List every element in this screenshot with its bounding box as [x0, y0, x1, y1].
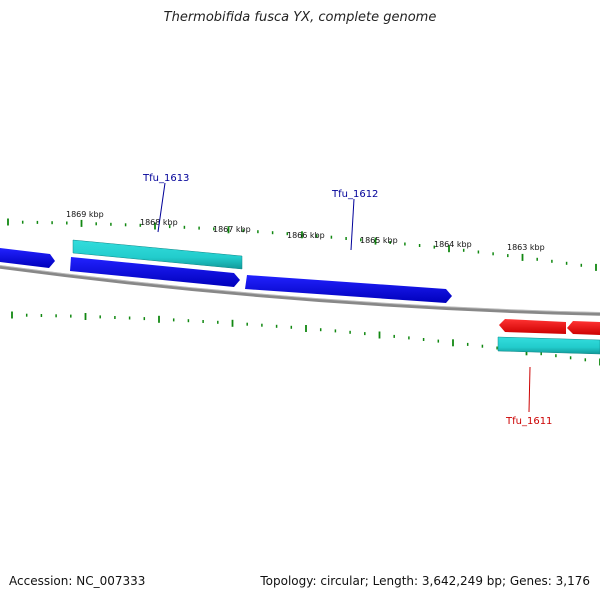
ruler-label: 1866 kbp: [287, 231, 325, 240]
reverse-gene-arrow[interactable]: [567, 321, 600, 335]
gene-label-tfu-1612[interactable]: Tfu_1612: [331, 189, 378, 200]
forward-gene-arrow[interactable]: [245, 275, 452, 303]
ruler-label: 1864 kbp: [434, 240, 472, 249]
cds-region-forward[interactable]: [72, 239, 243, 270]
gene-label-tfu-1613[interactable]: Tfu_1613: [142, 173, 189, 184]
gene-label-tfu-1611[interactable]: Tfu_1611: [505, 416, 552, 427]
ruler-labels: 1869 kbp 1868 kbp 1867 kbp 1866 kbp 1865…: [66, 210, 545, 252]
ruler-label: 1863 kbp: [507, 243, 545, 252]
cds-region-reverse[interactable]: [497, 336, 600, 355]
forward-gene-arrow[interactable]: [70, 257, 240, 287]
gene-label-leader: [350, 198, 355, 251]
genome-summary-text: Topology: circular; Length: 3,642,249 bp…: [260, 574, 590, 588]
ruler-label: 1867 kbp: [213, 225, 251, 234]
ruler-label: 1869 kbp: [66, 210, 104, 219]
genome-backbone-highlight: [0, 265, 600, 313]
ruler-label: 1868 kbp: [140, 218, 178, 227]
outer-tick-track: [7, 218, 597, 271]
reverse-gene-arrow[interactable]: [499, 319, 566, 334]
genome-backbone: [0, 265, 600, 316]
accession-text: Accession: NC_007333: [9, 574, 146, 588]
gene-label-leader: [157, 182, 166, 233]
gene-label-leader: [528, 366, 531, 413]
forward-gene-arrow[interactable]: [0, 248, 55, 268]
map-title: Thermobifida fusca YX, complete genome: [163, 10, 437, 25]
ruler-label: 1865 kbp: [360, 236, 398, 245]
